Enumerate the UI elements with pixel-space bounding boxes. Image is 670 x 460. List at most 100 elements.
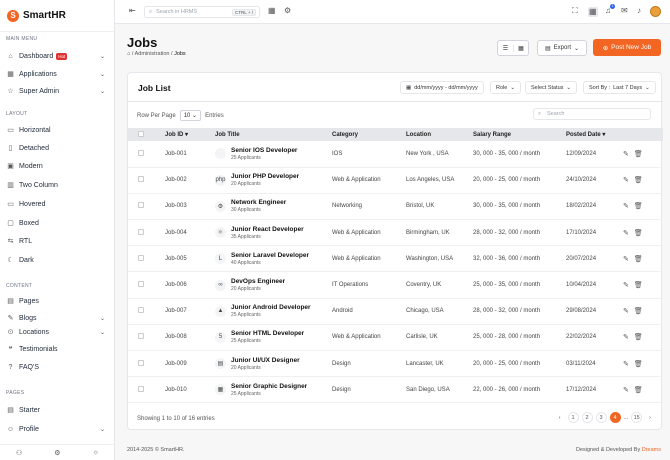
job-title[interactable]: Senior Graphic Designer <box>231 382 308 390</box>
job-title[interactable]: Senior HTML Developer <box>231 330 305 338</box>
row-checkbox[interactable] <box>138 176 144 183</box>
sidebar-item-rtl[interactable]: ⇆ RTL <box>0 235 115 247</box>
sidebar-item-dashboard[interactable]: ⌂ Dashboard Hot ⌄ <box>0 50 115 62</box>
trash-icon[interactable]: 🗑 <box>633 386 643 394</box>
prev-page-icon[interactable]: ‹ <box>558 414 561 421</box>
sidebar-item-profile[interactable]: ☺ Profile ⌄ <box>0 423 115 435</box>
next-page-icon[interactable]: › <box>649 414 651 421</box>
status-filter[interactable]: Select Status ⌄ <box>525 81 578 94</box>
footer-brand[interactable]: Dreams <box>641 447 661 453</box>
page-3[interactable]: 3 <box>595 412 607 423</box>
sidebar-item-applications[interactable]: ▦ Applications ⌄ <box>0 68 115 80</box>
row-checkbox[interactable] <box>138 307 144 314</box>
col-category[interactable]: Category <box>332 128 406 141</box>
fullscreen-icon[interactable]: ⛶ <box>572 6 578 15</box>
date-range-filter[interactable]: ▦ dd/mm/yyyy - dd/mm/yyyy <box>400 81 484 94</box>
trash-icon[interactable]: 🗑 <box>633 203 643 211</box>
trash-icon[interactable]: 🗑 <box>633 360 643 368</box>
job-title[interactable]: DevOps Engineer <box>231 278 286 286</box>
job-title[interactable]: Junior React Developer <box>231 225 304 233</box>
trash-icon[interactable]: 🗑 <box>633 150 643 158</box>
page-15[interactable]: 15 <box>631 412 643 423</box>
job-title[interactable]: Senior Laravel Developer <box>231 251 310 259</box>
sidebar-item-faq[interactable]: ? FAQ'S <box>0 361 115 373</box>
mail-icon[interactable]: ✉ <box>621 6 628 15</box>
edit-icon[interactable]: ✎ <box>623 334 629 342</box>
col-location[interactable]: Location <box>406 128 473 141</box>
edit-icon[interactable]: ✎ <box>623 386 629 394</box>
job-id[interactable]: Job-010 <box>165 376 215 404</box>
col-posted-date[interactable]: Posted Date ▾ <box>566 128 623 141</box>
col-salary[interactable]: Salary Range <box>473 128 566 141</box>
job-id[interactable]: Job-007 <box>165 298 215 325</box>
role-filter[interactable]: Role ⌄ <box>490 81 521 94</box>
trash-icon[interactable]: 🗑 <box>633 334 643 342</box>
edit-icon[interactable]: ✎ <box>623 203 629 211</box>
row-checkbox[interactable] <box>138 228 144 235</box>
page-4[interactable]: 4 <box>609 412 621 423</box>
rows-select[interactable]: 10 ⌄ <box>179 110 202 121</box>
users-icon[interactable]: ⚇ <box>16 449 23 457</box>
edit-icon[interactable]: ✎ <box>623 150 629 158</box>
apps-icon[interactable]: ⚙ <box>54 449 61 457</box>
apps-grid-icon[interactable]: ▦ <box>588 7 598 17</box>
job-id[interactable]: Job-004 <box>165 219 215 247</box>
table-search-input[interactable]: ⌕ Search <box>533 108 651 120</box>
edit-icon[interactable]: ✎ <box>623 282 629 290</box>
edit-icon[interactable]: ✎ <box>623 360 629 368</box>
edit-icon[interactable]: ✎ <box>623 177 629 185</box>
list-view-icon[interactable]: ☰ <box>502 45 509 52</box>
sort-filter[interactable]: Sort By : Last 7 Days ⌄ <box>583 81 656 94</box>
settings-icon[interactable]: ☼ <box>92 449 99 456</box>
trash-icon[interactable]: 🗑 <box>633 255 643 263</box>
grid-view-icon[interactable]: ▦ <box>512 44 528 52</box>
select-all-checkbox[interactable] <box>138 130 144 137</box>
job-id[interactable]: Job-002 <box>165 167 215 194</box>
trash-icon[interactable]: 🗑 <box>633 177 643 185</box>
row-checkbox[interactable] <box>138 149 144 156</box>
page-1[interactable]: 1 <box>567 412 579 423</box>
settings-icon[interactable]: ⚙ <box>284 6 292 15</box>
breadcrumb-admin[interactable]: Administration <box>134 51 170 57</box>
row-checkbox[interactable] <box>138 202 144 209</box>
row-checkbox[interactable] <box>138 254 144 261</box>
logo[interactable]: S SmartHR <box>0 0 114 32</box>
post-new-job-button[interactable]: ⊕ Post New Job <box>593 39 661 56</box>
job-title[interactable]: Junior Android Developer <box>231 304 311 312</box>
col-job-id[interactable]: Job ID ▾ <box>165 128 215 141</box>
job-id[interactable]: Job-003 <box>165 193 215 221</box>
job-id[interactable]: Job-008 <box>165 324 215 352</box>
sidebar-item-two-column[interactable]: ▥ Two Column <box>0 179 115 191</box>
sidebar-toggle-icon[interactable]: ⇤ <box>129 6 136 15</box>
export-button[interactable]: ▤ Export ⌄ <box>537 40 587 56</box>
notification-icon[interactable]: ♫ <box>605 6 611 15</box>
edit-icon[interactable]: ✎ <box>623 308 629 316</box>
row-checkbox[interactable] <box>138 359 144 366</box>
home-icon[interactable]: ⌂ <box>127 51 131 57</box>
job-id[interactable]: Job-005 <box>165 245 215 273</box>
edit-icon[interactable]: ✎ <box>623 229 629 237</box>
sidebar-item-dark[interactable]: ☾ Dark <box>0 254 115 266</box>
search-input[interactable]: ⌕ Search in HRMS CTRL + / <box>144 6 260 18</box>
sidebar-item-boxed[interactable]: ▢ Boxed <box>0 217 115 229</box>
trash-icon[interactable]: 🗑 <box>633 308 643 316</box>
job-id[interactable]: Job-001 <box>165 141 215 168</box>
bell-icon[interactable]: ♪ <box>637 6 641 15</box>
job-id[interactable]: Job-006 <box>165 271 215 299</box>
job-title[interactable]: Junior UI/UX Designer <box>231 356 300 364</box>
sidebar-item-pages[interactable]: ▤ Pages <box>0 295 115 307</box>
row-checkbox[interactable] <box>138 281 144 288</box>
job-id[interactable]: Job-009 <box>165 350 215 378</box>
job-title[interactable]: Junior PHP Developer <box>231 173 300 181</box>
trash-icon[interactable]: 🗑 <box>633 282 643 290</box>
trash-icon[interactable]: 🗑 <box>633 229 643 237</box>
sidebar-item-detached[interactable]: ▯ Detached <box>0 142 115 154</box>
col-job-title[interactable]: Job Title <box>215 128 332 141</box>
edit-icon[interactable]: ✎ <box>623 255 629 263</box>
sidebar-item-modern[interactable]: ▣ Modern <box>0 160 115 172</box>
grid-icon[interactable]: ▦ <box>268 6 276 15</box>
sidebar-item-super-admin[interactable]: ☆ Super Admin ⌄ <box>0 85 115 97</box>
sidebar-item-starter[interactable]: ▤ Starter <box>0 404 115 416</box>
row-checkbox[interactable] <box>138 385 144 392</box>
job-title[interactable]: Network Engineer <box>231 199 287 207</box>
